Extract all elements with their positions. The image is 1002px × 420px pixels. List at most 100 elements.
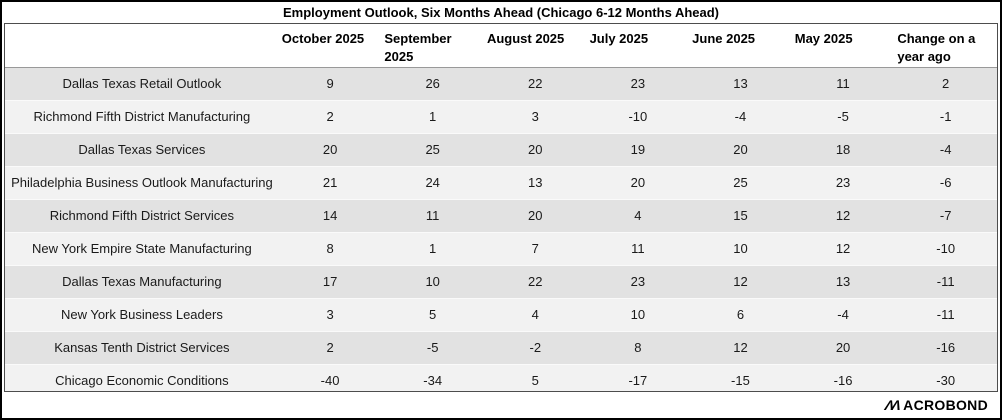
value-cell: 21 — [278, 166, 382, 200]
value-cell: -6 — [894, 166, 997, 200]
row-label: New York Empire State Manufacturing — [5, 232, 279, 266]
row-label: Philadelphia Business Outlook Manufactur… — [5, 166, 279, 200]
value-cell: 13 — [791, 265, 895, 299]
row-label: Dallas Texas Services — [5, 133, 279, 167]
column-header: September 2025 — [381, 24, 484, 69]
table-row: Kansas Tenth District Services 2 -5 -2 8 12 20… — [5, 331, 997, 365]
value-cell: -2 — [483, 331, 587, 365]
value-cell: 4 — [586, 199, 690, 233]
value-cell: -16 — [791, 364, 895, 391]
value-cell: 11 — [586, 232, 690, 266]
value-cell: 15 — [689, 199, 792, 233]
value-cell: -1 — [894, 100, 997, 134]
footer-bar: ΛΛ ACROBOND — [2, 392, 1000, 418]
value-cell: -4 — [791, 298, 895, 332]
table-row: Dallas Texas Services 20 25 20 19 20 18 -4 — [5, 133, 997, 167]
value-cell: 5 — [381, 298, 484, 332]
value-cell: 8 — [586, 331, 690, 365]
value-cell: 13 — [733, 75, 748, 91]
value-cell: -11 — [894, 265, 997, 299]
value-cell: 11 — [381, 199, 484, 233]
value-cell: -17 — [586, 364, 690, 391]
value-cell: 4 — [483, 298, 587, 332]
value-cell: -5 — [381, 331, 484, 365]
value-cell: -5 — [791, 100, 895, 134]
value-cell: 17 — [278, 265, 382, 299]
employment-table-container: October 2025 September 2025 August 2025 Jul… — [4, 23, 998, 392]
value-cell: 12 — [791, 199, 895, 233]
value-cell: -7 — [894, 199, 997, 233]
table-row: Richmond Fifth District Services 14 11 20 4 1… — [5, 199, 997, 233]
value-cell: 22 — [528, 75, 543, 91]
value-cell: 11 — [836, 75, 850, 91]
value-cell: 12 — [791, 232, 895, 266]
value-cell: 2 — [278, 331, 382, 365]
row-label: New York Business Leaders — [5, 298, 279, 332]
column-header: Change on a year ago — [894, 24, 997, 69]
value-cell: 26 — [425, 75, 440, 91]
value-cell: 6 — [689, 298, 792, 332]
value-cell: 12 — [689, 265, 792, 299]
value-cell: 25 — [689, 166, 792, 200]
value-cell: 14 — [278, 199, 382, 233]
value-cell: -4 — [894, 133, 997, 167]
employment-outlook-table: October 2025 September 2025 August 2025 Jul… — [5, 24, 997, 391]
value-cell: 10 — [586, 298, 690, 332]
value-cell: 25 — [381, 133, 484, 167]
value-cell: -4 — [689, 100, 792, 134]
value-cell: 12 — [689, 331, 792, 365]
row-label: Richmond Fifth District Services — [5, 199, 279, 233]
value-cell: 2 — [942, 75, 950, 91]
value-cell: -10 — [586, 100, 690, 134]
macrobond-logo-icon: ΛΛ — [883, 397, 902, 413]
table-header-row: October 2025 September 2025 August 2025 Jul… — [5, 24, 997, 69]
value-cell: 23 — [791, 166, 895, 200]
value-cell: 10 — [689, 232, 792, 266]
value-cell: 3 — [483, 100, 587, 134]
value-cell: 5 — [483, 364, 587, 391]
value-cell: 9 — [326, 75, 334, 91]
value-cell: 18 — [791, 133, 895, 167]
row-label: Dallas Texas Retail Outlook — [62, 75, 222, 91]
value-cell: 3 — [278, 298, 382, 332]
value-cell: 10 — [381, 265, 484, 299]
value-cell: 1 — [381, 232, 484, 266]
table-row: Dallas Texas Manufacturing 17 10 22 23 12 13 -1… — [5, 265, 997, 299]
value-cell: -11 — [894, 298, 997, 332]
value-cell: 2 — [278, 100, 382, 134]
value-cell: 23 — [630, 75, 646, 91]
value-cell: 7 — [483, 232, 587, 266]
value-cell: 13 — [483, 166, 587, 200]
value-cell: -30 — [894, 364, 997, 391]
value-cell: 8 — [278, 232, 382, 266]
value-cell: 20 — [689, 133, 792, 167]
row-label: Richmond Fifth District Manufacturing — [5, 100, 279, 134]
column-header: August 2025 — [483, 24, 587, 69]
row-label: Kansas Tenth District Services — [5, 331, 279, 365]
value-cell: 19 — [586, 133, 690, 167]
table-row: Chicago Economic Conditions -40 -34 5 -17 -15… — [5, 364, 997, 391]
value-cell: 20 — [483, 199, 587, 233]
value-cell: 1 — [381, 100, 484, 134]
table-row: New York Business Leaders 3 5 4 10 6 -4 -11 — [5, 298, 997, 332]
row-label-column-header — [5, 24, 279, 69]
value-cell: 20 — [586, 166, 690, 200]
value-cell: 20 — [791, 331, 895, 365]
value-cell: -15 — [689, 364, 792, 391]
value-cell: -10 — [894, 232, 997, 266]
table-row: Dallas Texas Retail Outlook 9 26 22 23 13 11 2 — [5, 67, 997, 101]
table-body: Dallas Texas Retail Outlook 9 26 22 23 13 11 2 R… — [5, 67, 997, 391]
value-cell: -40 — [278, 364, 382, 391]
column-header: July 2025 — [586, 24, 690, 69]
value-cell: -16 — [894, 331, 997, 365]
macrobond-logo-text: ACROBOND — [903, 397, 988, 413]
value-cell: 20 — [483, 133, 587, 167]
value-cell: -34 — [381, 364, 484, 391]
value-cell: 22 — [483, 265, 587, 299]
table-header: October 2025 September 2025 August 2025 Jul… — [5, 24, 997, 69]
column-header: June 2025 — [689, 24, 792, 69]
table-row: Philadelphia Business Outlook Manufactur… — [5, 166, 997, 200]
table-row: New York Empire State Manufacturing 8 1 7 11… — [5, 232, 997, 266]
macrobond-logo: ΛΛ ACROBOND — [883, 397, 988, 413]
